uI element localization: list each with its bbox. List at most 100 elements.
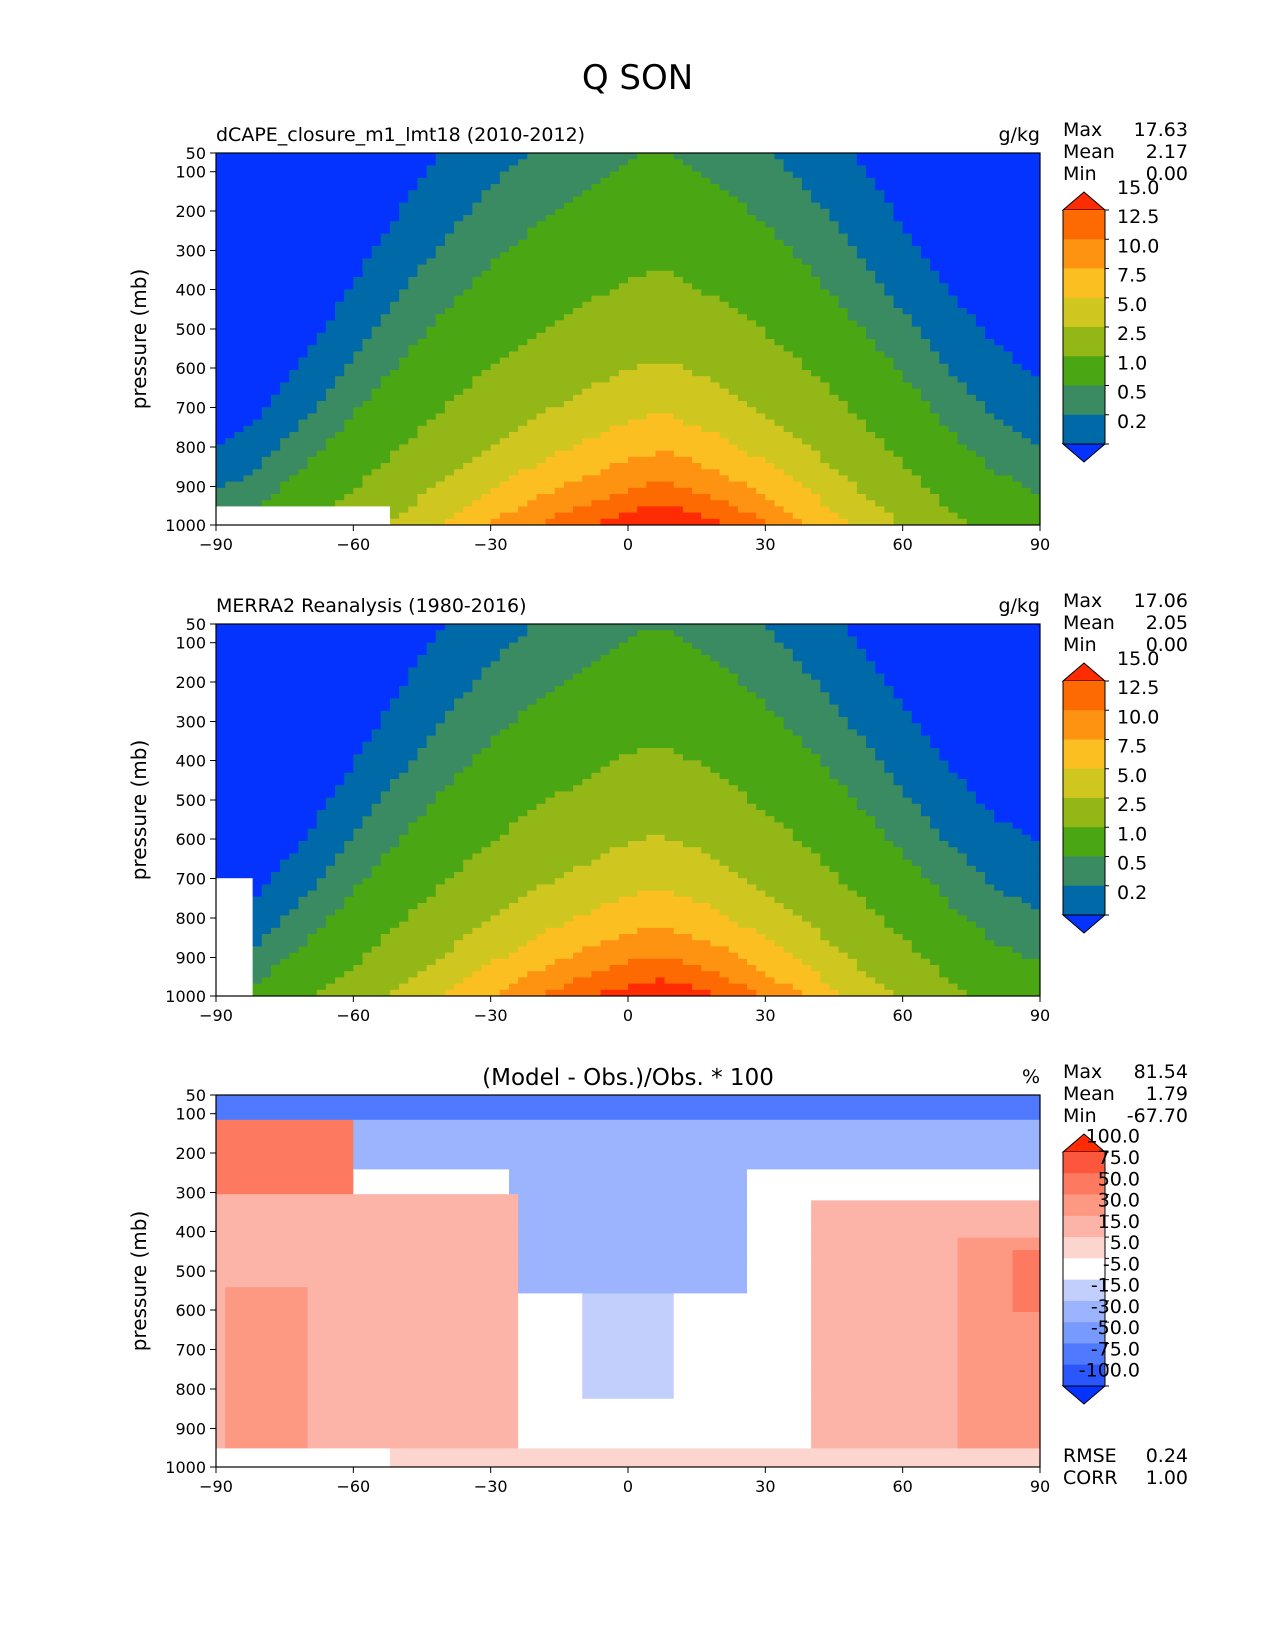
field-cell [792,983,831,991]
field-cell [747,791,849,799]
field-cell [435,797,547,805]
field-cell [216,475,245,483]
field-cell [426,735,492,743]
field-cell [893,363,950,371]
field-cell [527,419,629,427]
field-cell [371,246,437,253]
field-cell [911,946,1014,954]
field-cell [216,878,254,885]
field-cell [216,202,400,210]
field-cell [893,518,968,525]
x-tick-label: −90 [199,1006,233,1025]
field-cell [875,184,1040,191]
field-cell [884,673,1040,681]
field-cell [454,983,510,991]
field-cell [545,407,757,414]
stat-value: 0.24 [1146,1445,1188,1467]
field-cell [335,791,382,799]
field-cell [719,432,794,439]
field-cell [783,903,867,910]
field-cell [527,153,638,160]
field-cell [930,735,1040,743]
field-cell [490,184,592,191]
colorbar-segment [1063,1258,1105,1281]
stat-label: CORR [1063,1467,1118,1489]
field-cell [435,314,565,321]
field-cell [216,1169,354,1177]
field-cell [1012,425,1040,433]
field-cell [600,903,711,910]
field-cell [673,413,766,421]
field-cell [920,810,995,817]
x-tick-label: 60 [892,535,912,554]
field-cell [811,1250,959,1257]
field-cell [692,934,766,941]
field-cell [216,394,272,402]
field-cell [353,1119,1040,1127]
field-cell [866,165,1040,173]
field-cell [261,407,318,414]
field-cell [948,363,1023,371]
field-cell [737,444,812,452]
field-cell [673,1312,812,1319]
field-cell [216,1392,226,1400]
field-cell [747,983,794,991]
field-cell [975,314,1040,321]
field-cell [582,1299,675,1307]
field-cell [939,884,995,892]
field-cell [307,1355,519,1363]
field-cell [426,326,547,334]
field-cell [417,655,501,662]
field-cell [307,345,364,352]
y-tick-label: 50 [186,144,206,163]
field-cell [389,308,446,315]
colorbar-extend-max [1061,662,1107,682]
colorbar-label: 15.0 [1117,177,1159,199]
stat-value: 17.63 [1134,119,1188,141]
field-cell [353,834,400,842]
colorbar-segment [1063,1152,1105,1174]
field-cell [957,1243,1040,1251]
field-cell [820,934,904,941]
stat-value: 2.17 [1146,141,1188,163]
field-cell [216,419,254,427]
field-cell [216,865,281,873]
field-cell [435,890,528,898]
field-cell [820,450,895,458]
colorbar-label: 10.0 [1117,235,1159,257]
field-cell [893,208,1040,216]
field-cell [216,184,419,191]
field-cell [216,803,327,811]
colorbar-segment [1063,356,1105,386]
colorbar-label: 30.0 [1098,1190,1140,1212]
field-cell [216,246,373,253]
y-axis-label: pressure (mb) [127,1211,151,1352]
field-cell [371,803,428,811]
field-cell [335,376,382,383]
field-cell [957,1330,1040,1338]
field-cell [444,710,519,718]
field-cell [783,723,849,730]
field-cell [518,506,574,514]
field-cell [362,258,428,266]
field-cell [710,376,821,383]
field-cell [518,1405,812,1412]
field-cell [335,314,382,321]
field-cell [866,171,1040,179]
field-cell [875,345,931,352]
field-cell [444,233,528,241]
field-cell [747,401,849,408]
field-cell [985,463,1040,470]
x-tick-label: 90 [1030,1006,1050,1025]
field-cell [756,989,803,996]
field-cell [216,1380,226,1387]
field-cell [866,419,940,427]
field-cell [335,500,419,507]
field-cell [765,934,821,941]
field-cell [957,1386,1040,1394]
field-cell [216,1281,519,1288]
field-cell [216,828,309,836]
field-cell [856,965,940,972]
field-cell [737,308,849,315]
field-cell [380,791,437,799]
